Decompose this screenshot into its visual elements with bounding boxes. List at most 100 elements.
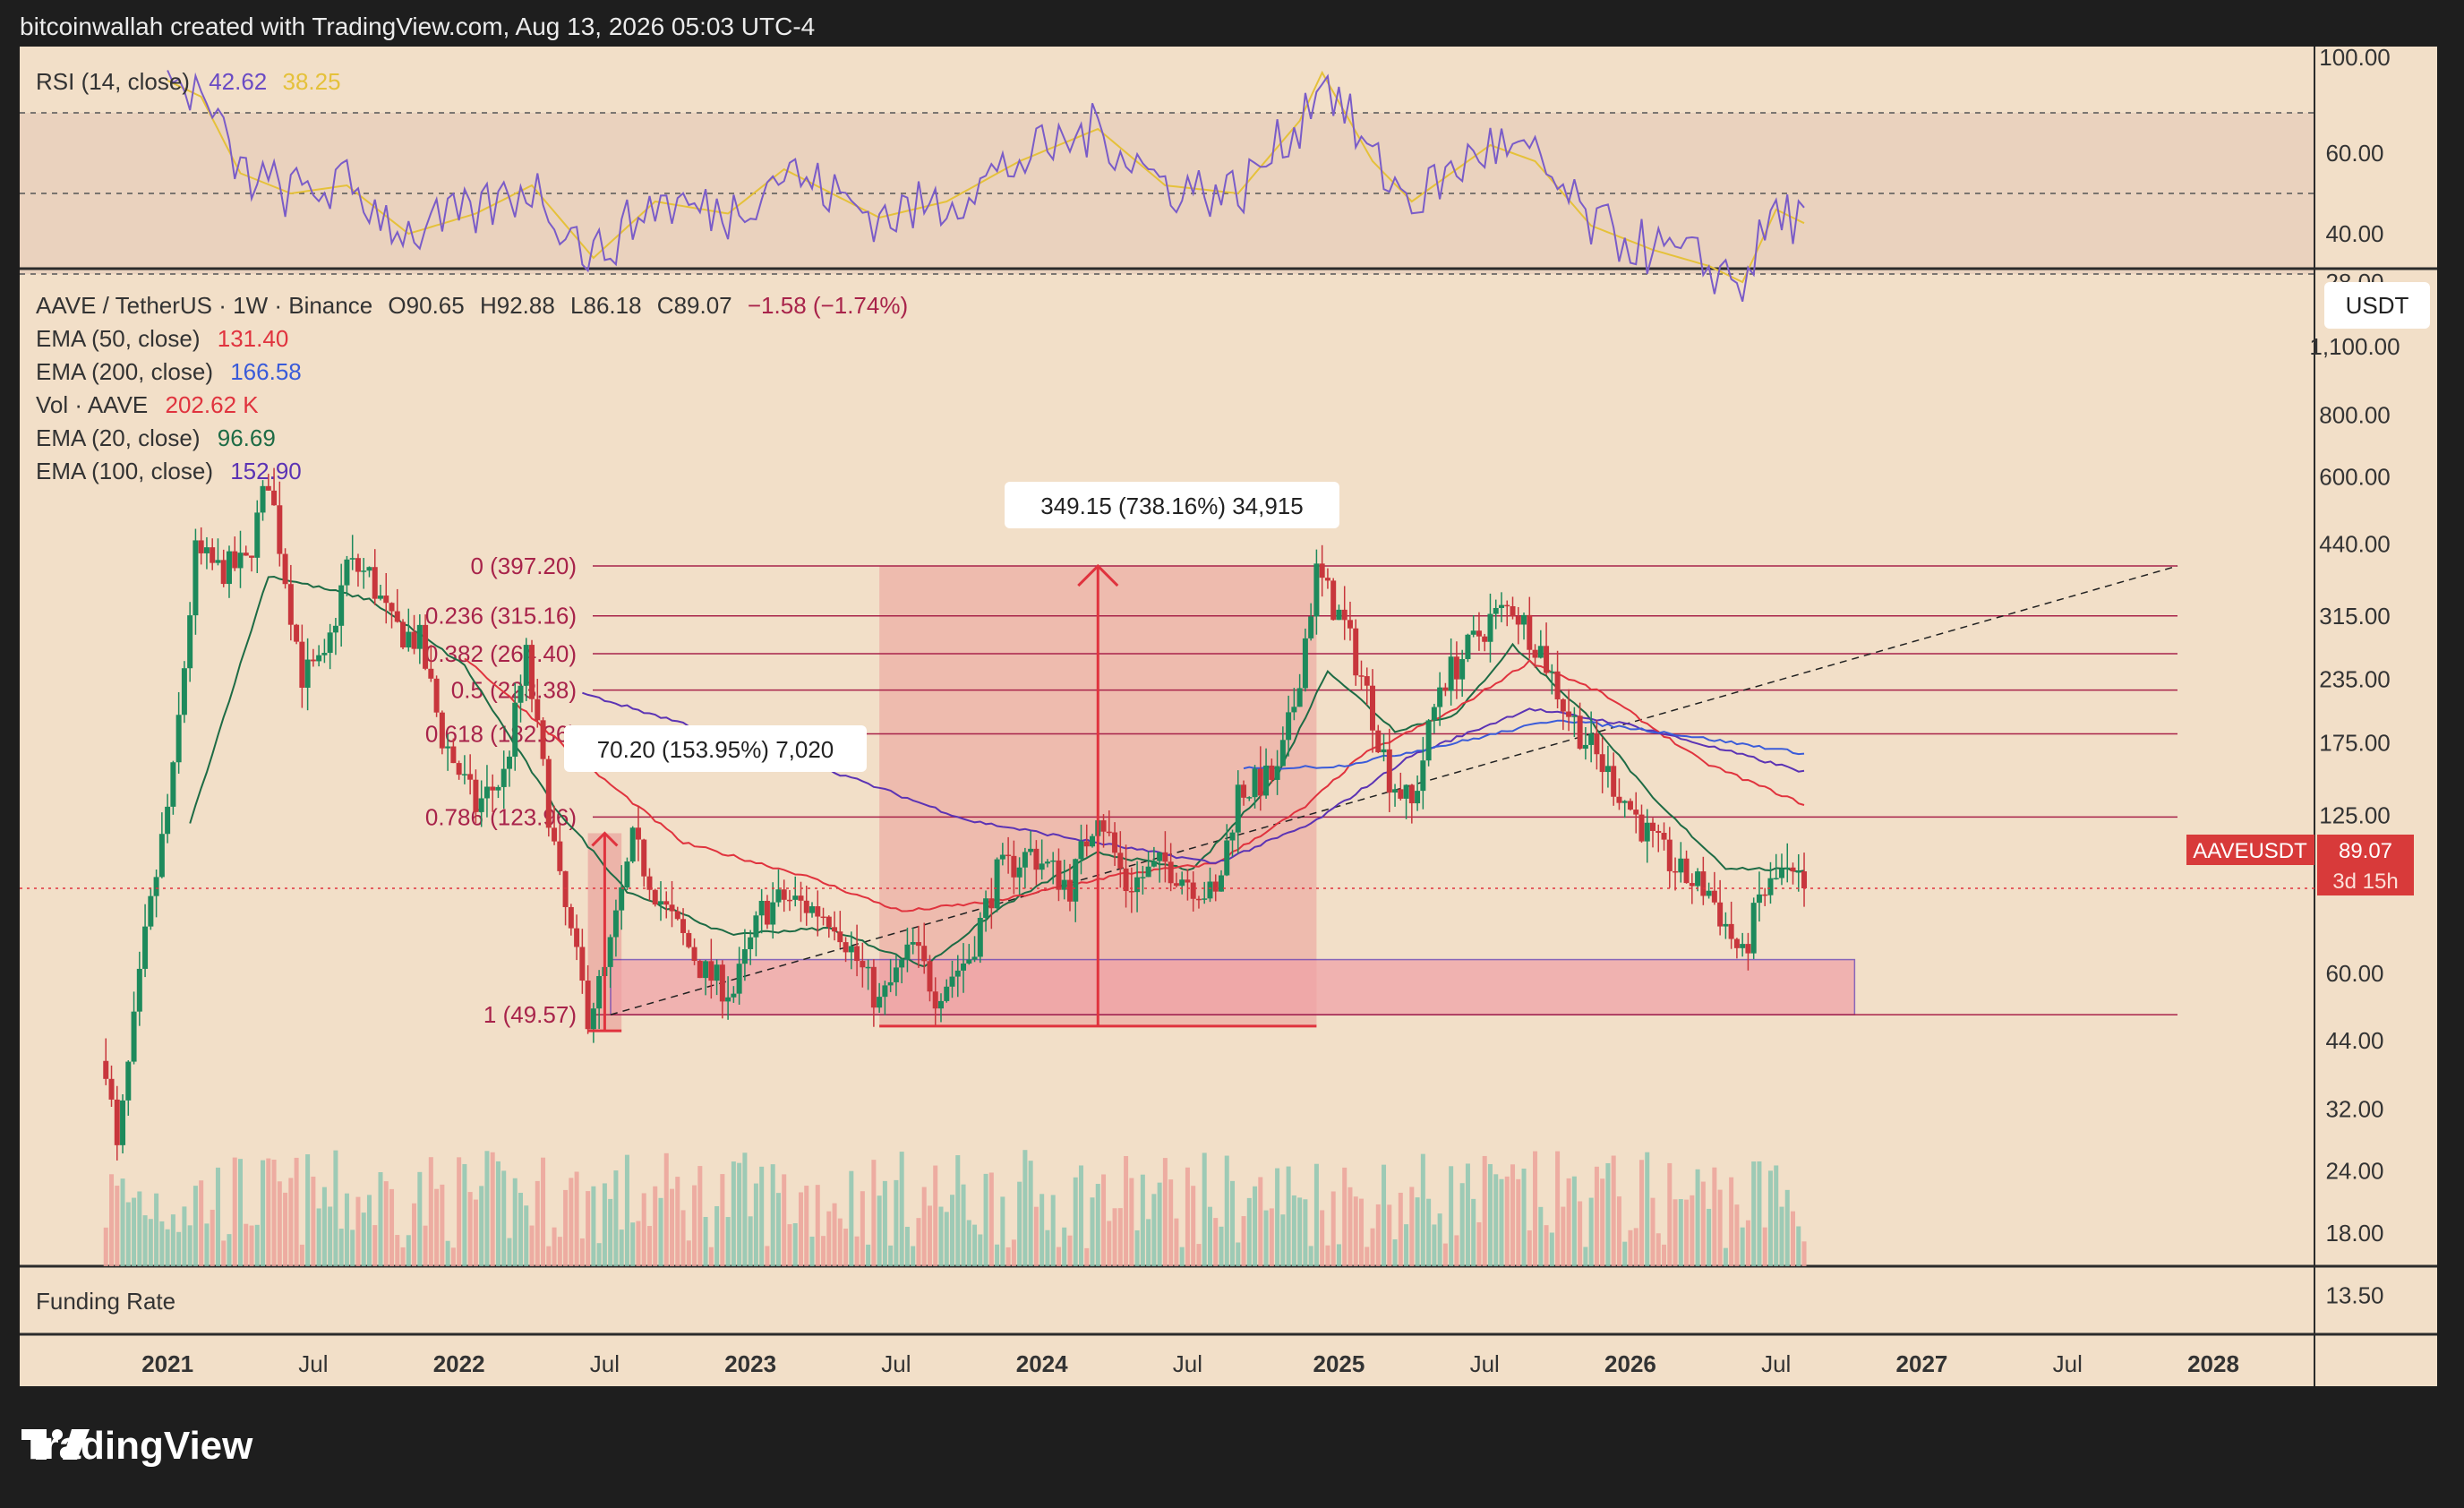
- indicator-ema20-value: 96.69: [218, 424, 276, 451]
- volume-bar: [1269, 1208, 1274, 1266]
- volume-bar: [283, 1192, 288, 1266]
- volume-bar: [125, 1202, 131, 1266]
- candle-body: [1544, 646, 1550, 673]
- volume-bar: [1432, 1224, 1437, 1266]
- candle-body: [1313, 563, 1320, 617]
- time-axis-tick: 2023: [724, 1350, 776, 1377]
- candle-body: [1319, 563, 1325, 578]
- candle-body: [1571, 715, 1578, 717]
- volume-bar: [1117, 1208, 1123, 1266]
- volume-bar: [1767, 1170, 1773, 1266]
- volume-bar: [1050, 1195, 1056, 1266]
- volume-bar: [843, 1229, 849, 1266]
- candle-body: [344, 559, 350, 586]
- candle-body: [1801, 871, 1808, 888]
- svg-text:EMA (50, close) 131.40: EMA (50, close) 131.40: [36, 325, 288, 352]
- volume-bar: [299, 1244, 304, 1266]
- time-axis-tick: Jul: [590, 1350, 620, 1377]
- candle-body: [899, 959, 905, 968]
- indicator-ema100-name: EMA (100, close): [36, 458, 213, 484]
- candle-body: [1078, 841, 1084, 860]
- volume-bar: [1751, 1161, 1757, 1266]
- volume-bar: [450, 1247, 456, 1266]
- candle-body: [108, 1078, 115, 1100]
- tradingview-logo[interactable]: TradingView: [21, 1424, 252, 1469]
- candle-body: [518, 685, 524, 703]
- candle-body: [439, 712, 445, 749]
- candle-body: [758, 900, 765, 916]
- volume-bar: [1263, 1210, 1269, 1266]
- volume-bar: [204, 1223, 210, 1266]
- indicator-volume-name: Vol · AAVE: [36, 391, 148, 418]
- volume-bar: [670, 1188, 675, 1266]
- volume-bar: [904, 1226, 910, 1266]
- time-axis-tick: Jul: [1761, 1350, 1791, 1377]
- measure-arrowhead-large: [1077, 563, 1119, 587]
- volume-bar: [1504, 1176, 1510, 1266]
- volume-bar: [1499, 1178, 1504, 1266]
- volume-bar: [137, 1191, 142, 1266]
- candle-body: [1347, 620, 1353, 629]
- volume-bar: [1056, 1247, 1061, 1266]
- volume-bar: [1801, 1241, 1807, 1266]
- candle-body: [1740, 944, 1746, 948]
- measure-small-text: 70.20 (153.95%) 7,020: [597, 736, 834, 763]
- candles[interactable]: [103, 467, 1808, 1161]
- price-axis-tick: 44.00: [2325, 1027, 2383, 1054]
- time-axis-tick: 2025: [1313, 1350, 1365, 1377]
- candle-body: [1022, 852, 1028, 868]
- currency-button[interactable]: USDT: [2324, 282, 2430, 329]
- volume-bar: [921, 1187, 927, 1266]
- candle-body: [971, 956, 978, 960]
- candle-body: [332, 625, 338, 633]
- ohlc-close: C89.07: [657, 292, 732, 319]
- volume-bar: [1330, 1191, 1336, 1266]
- candle-body: [1795, 871, 1801, 873]
- price-badge: AAVEUSDT 89.07 3d 15h: [2186, 835, 2414, 895]
- candle-body: [1711, 890, 1717, 903]
- candle-body: [1442, 687, 1449, 691]
- price-axis: 1,100.00 800.00 600.00 440.00 315.00 235.00 17…: [2309, 47, 2400, 1308]
- volume-bar: [1140, 1174, 1145, 1266]
- candle-body: [1229, 832, 1236, 841]
- volume-bar: [501, 1170, 507, 1266]
- candle-body: [1532, 649, 1538, 658]
- candle-body: [490, 786, 496, 791]
- candle-body: [1286, 712, 1292, 741]
- volume-bar: [1454, 1235, 1459, 1266]
- volume-bar: [1101, 1174, 1107, 1266]
- overlay-annotations[interactable]: [20, 563, 2314, 1032]
- candle-body: [641, 839, 647, 877]
- candle-body: [1695, 871, 1701, 887]
- ohlc-open: O90.65: [388, 292, 464, 319]
- volume-bar: [1650, 1197, 1656, 1266]
- volume-bar: [1090, 1197, 1095, 1266]
- candle-body: [629, 827, 636, 862]
- candle-body: [1100, 820, 1107, 832]
- candle-body: [1465, 634, 1471, 659]
- candle-body: [1039, 863, 1045, 870]
- candle-body: [792, 895, 799, 900]
- volume-bar: [1308, 1246, 1313, 1266]
- volume-bar: [484, 1151, 490, 1266]
- candle-body: [820, 916, 826, 919]
- chart-canvas[interactable]: 0 (397.20) 0.236 (315.16) 0.382 (264.40) 0.…: [20, 47, 2437, 1386]
- measure-label-small[interactable]: 70.20 (153.95%) 7,020: [564, 725, 867, 772]
- volume-bar: [490, 1152, 495, 1266]
- candle-body: [299, 641, 305, 688]
- volume-bar: [546, 1246, 552, 1266]
- volume-bar: [1437, 1213, 1442, 1266]
- volume-bar: [854, 1236, 860, 1266]
- candle-body: [854, 946, 860, 962]
- volume-bar: [316, 1208, 321, 1266]
- candle-body: [1493, 607, 1499, 614]
- candle-body: [1224, 840, 1230, 876]
- candle-body: [1274, 766, 1280, 780]
- svg-text:AAVE / TetherUS · 1W · Binance: AAVE / TetherUS · 1W · Binance O90.65 H9…: [36, 292, 908, 319]
- volume-bar: [742, 1152, 748, 1266]
- fib-level-label: 0.236 (315.16): [425, 603, 577, 630]
- measure-label-large[interactable]: 349.15 (738.16%) 34,915: [1005, 482, 1339, 528]
- volume-bar: [1415, 1197, 1420, 1266]
- candle-body: [944, 986, 950, 1001]
- fib-level-label: 0.618 (182.36): [425, 720, 577, 747]
